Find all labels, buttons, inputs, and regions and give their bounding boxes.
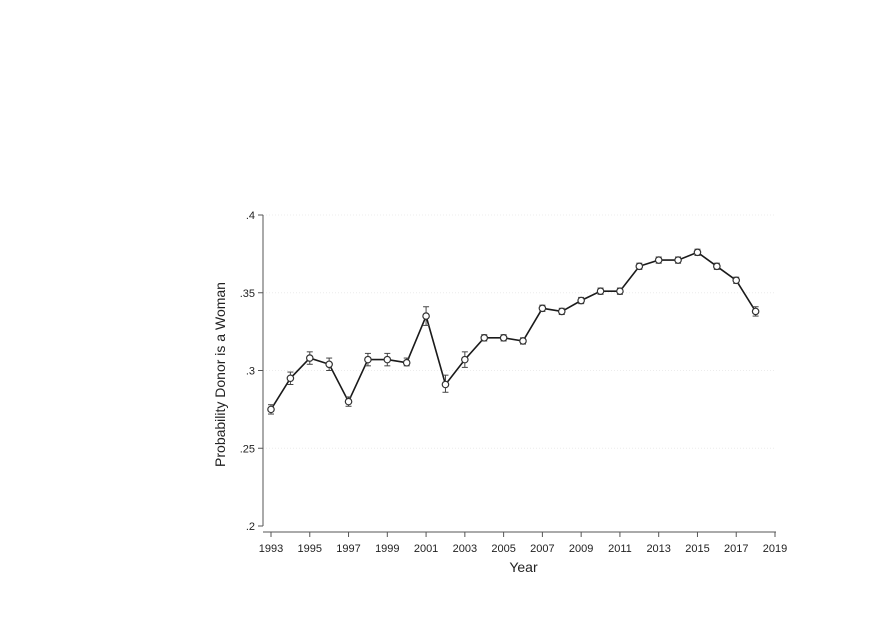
data-point: [305, 354, 314, 362]
x-tick-label: 2015: [685, 543, 709, 555]
data-point: [693, 248, 702, 257]
data-point: [286, 374, 295, 383]
data-point: [480, 334, 489, 342]
data-point: [461, 355, 469, 364]
x-tick-label: 2001: [414, 543, 438, 555]
y-axis-title: Probability Donor is a Woman: [212, 282, 228, 467]
series-layer: [267, 248, 760, 415]
y-tick-label: .4: [246, 210, 255, 222]
y-tick-label: .3: [246, 366, 255, 378]
data-point: [732, 276, 741, 285]
y-tick-label: .35: [240, 288, 255, 300]
data-point: [364, 355, 372, 364]
x-tick-label: 2007: [530, 543, 554, 555]
x-axis-ticks: 1993 1995 1997 1999 2001 2003 2005 2007 2009 2011…: [259, 532, 787, 555]
data-point: [499, 334, 508, 342]
y-tick-label: .2: [246, 521, 255, 533]
series-line: [270, 251, 757, 410]
y-axis-ticks: .2 .25 .3 .35 .4: [240, 210, 263, 533]
x-tick-label: 2009: [569, 543, 593, 555]
data-point: [674, 256, 682, 264]
data-point: [267, 405, 275, 414]
data-point: [635, 262, 644, 271]
x-tick-label: 2003: [453, 543, 477, 555]
data-point: [654, 256, 663, 264]
x-tick-label: 2005: [491, 543, 515, 555]
data-point: [325, 360, 333, 369]
x-tick-label: 2011: [608, 543, 632, 555]
x-tick-label: 2019: [763, 543, 787, 555]
data-point: [538, 304, 547, 313]
data-point: [402, 358, 411, 367]
data-point: [557, 307, 566, 316]
data-point: [422, 312, 430, 320]
x-tick-label: 1999: [375, 543, 399, 555]
y-tick-label: .25: [240, 443, 255, 455]
x-tick-label: 1993: [259, 543, 283, 555]
data-point: [344, 397, 353, 406]
x-tick-label: 1997: [336, 543, 360, 555]
x-tick-label: 2017: [724, 543, 748, 555]
data-point: [383, 355, 392, 364]
data-point: [577, 296, 585, 305]
data-point: [713, 262, 721, 271]
data-point: [596, 287, 605, 295]
data-point: [519, 337, 527, 345]
x-tick-label: 1995: [298, 543, 322, 555]
data-point: [441, 380, 450, 389]
data-point: [616, 287, 624, 295]
data-point: [751, 307, 760, 316]
x-tick-label: 2013: [646, 543, 670, 555]
x-axis-title: Year: [509, 559, 538, 575]
